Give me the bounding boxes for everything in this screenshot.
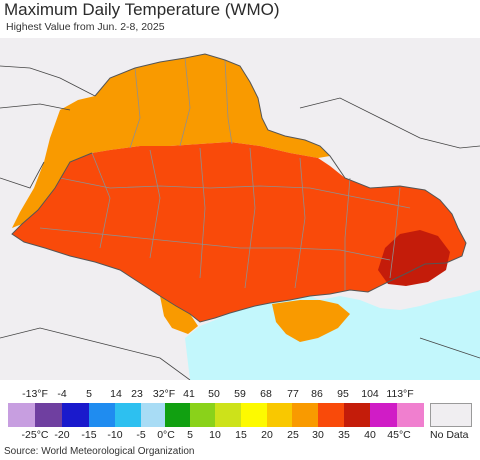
legend-f-label: 77 — [287, 388, 299, 400]
legend-f-label: -13°F — [22, 388, 48, 400]
legend-swatch — [8, 403, 35, 427]
legend-swatch — [318, 403, 344, 427]
zone-darkred-east — [378, 230, 450, 286]
neighbor-borders — [0, 65, 480, 380]
legend-c-label: 0°C — [157, 429, 175, 441]
legend-f-label: 14 — [110, 388, 122, 400]
no-data-swatch — [430, 403, 472, 427]
legend-f-label: 32°F — [152, 388, 176, 400]
legend-f-label: 113°F — [386, 388, 414, 400]
legend-f-label: 86 — [311, 388, 323, 400]
legend-c-label: 30 — [312, 429, 324, 441]
legend-f-label: 59 — [234, 388, 246, 400]
legend-swatch — [35, 403, 62, 427]
legend-swatch — [190, 403, 215, 427]
map-title: Maximum Daily Temperature (WMO) — [4, 0, 280, 19]
region-borders — [39, 57, 411, 290]
legend-f-label: 68 — [260, 388, 272, 400]
legend-c-label: 20 — [261, 429, 273, 441]
legend-c-label: 5 — [187, 429, 193, 441]
legend-f-label: 104 — [361, 388, 379, 400]
legend-celsius-row: -25°C -20 -15 -10 -5 0°C 5 10 15 20 25 3… — [0, 429, 480, 443]
legend-swatch — [115, 403, 141, 427]
zone-orange-north — [12, 54, 330, 228]
legend-swatch — [141, 403, 165, 427]
legend-swatch — [62, 403, 89, 427]
legend-c-label: 25 — [287, 429, 299, 441]
zone-orange-southwest — [160, 296, 198, 334]
legend-swatch — [267, 403, 292, 427]
legend-f-label: 95 — [337, 388, 349, 400]
legend-c-label: -10 — [107, 429, 123, 441]
legend-f-label: 41 — [183, 388, 195, 400]
legend-swatch — [89, 403, 115, 427]
legend-f-label: 23 — [131, 388, 143, 400]
legend-fahrenheit-row: -13°F -4 5 14 23 32°F 41 50 59 68 77 86 … — [0, 388, 480, 402]
black-sea — [185, 290, 480, 380]
legend-swatch — [292, 403, 318, 427]
legend-c-label: -15 — [81, 429, 97, 441]
legend-c-label: 15 — [235, 429, 247, 441]
legend-color-bar — [0, 403, 480, 427]
legend-swatch — [370, 403, 397, 427]
legend-swatch — [215, 403, 241, 427]
legend-f-label: -4 — [57, 388, 67, 400]
legend-c-label: 45°C — [387, 429, 411, 441]
legend-f-label: 50 — [208, 388, 220, 400]
legend-c-label: -5 — [136, 429, 146, 441]
no-data-label: No Data — [430, 429, 469, 441]
temperature-map — [0, 38, 480, 380]
legend-c-label: 35 — [338, 429, 350, 441]
zone-crimea — [272, 300, 350, 342]
legend-swatch — [344, 403, 370, 427]
legend-swatch — [165, 403, 190, 427]
country-outline — [11, 53, 467, 323]
map-subtitle: Highest Value from Jun. 2-8, 2025 — [6, 21, 165, 33]
legend-c-label: -20 — [54, 429, 70, 441]
legend-f-label: 5 — [86, 388, 92, 400]
legend-c-label: 40 — [364, 429, 376, 441]
legend-swatch — [241, 403, 267, 427]
source-attribution: Source: World Meteorological Organizatio… — [4, 446, 195, 457]
legend-swatch — [397, 403, 424, 427]
legend-c-label: 10 — [209, 429, 221, 441]
legend-c-label: -25°C — [21, 429, 49, 441]
